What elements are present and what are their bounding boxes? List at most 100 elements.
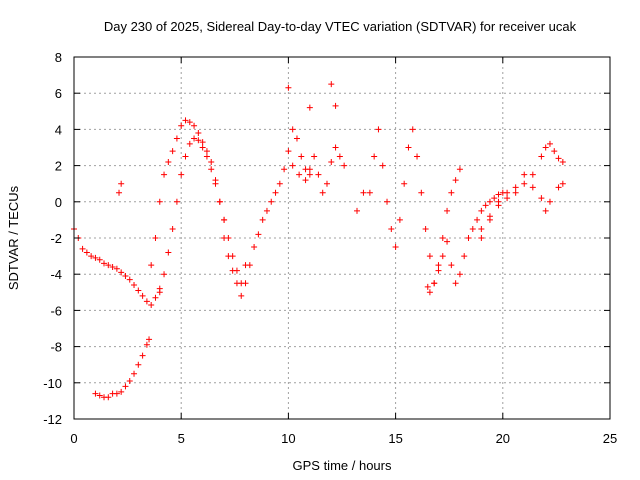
data-point bbox=[208, 158, 215, 165]
data-point bbox=[529, 184, 536, 191]
data-point bbox=[546, 198, 553, 205]
data-point bbox=[401, 180, 408, 187]
data-point bbox=[452, 280, 459, 287]
data-point bbox=[332, 144, 339, 151]
data-point bbox=[169, 148, 176, 155]
data-point bbox=[139, 292, 146, 299]
data-point bbox=[113, 390, 120, 397]
y-tick-label: -6 bbox=[50, 303, 62, 318]
data-point bbox=[255, 231, 262, 238]
data-point bbox=[388, 225, 395, 232]
data-point bbox=[328, 81, 335, 88]
data-point bbox=[251, 244, 258, 251]
data-point bbox=[203, 148, 210, 155]
data-point bbox=[332, 102, 339, 109]
series-track-early-descent bbox=[71, 225, 163, 308]
series-track-low-arc bbox=[92, 336, 153, 401]
series-track-evening-lower bbox=[478, 171, 566, 241]
chart-title: Day 230 of 2025, Sidereal Day-to-day VTE… bbox=[104, 19, 577, 34]
data-point bbox=[268, 198, 275, 205]
data-point bbox=[156, 198, 163, 205]
data-point bbox=[238, 292, 245, 299]
data-point bbox=[559, 158, 566, 165]
data-point bbox=[233, 280, 240, 287]
data-point bbox=[559, 180, 566, 187]
data-point bbox=[306, 171, 313, 178]
data-point bbox=[122, 383, 129, 390]
data-point bbox=[474, 216, 481, 223]
data-point bbox=[126, 377, 133, 384]
data-point bbox=[461, 253, 468, 260]
data-point bbox=[302, 177, 309, 184]
data-point bbox=[336, 153, 343, 160]
data-point bbox=[263, 207, 270, 214]
data-point bbox=[444, 238, 451, 245]
data-point bbox=[439, 235, 446, 241]
data-point bbox=[354, 207, 361, 214]
data-point bbox=[79, 245, 86, 252]
x-axis-label: GPS time / hours bbox=[293, 458, 392, 473]
series-track-noon-cluster bbox=[289, 144, 348, 196]
data-point bbox=[113, 265, 120, 272]
data-point bbox=[426, 289, 433, 296]
data-point bbox=[379, 162, 386, 169]
data-point bbox=[126, 276, 133, 283]
y-tick-label: 4 bbox=[55, 122, 62, 137]
data-point bbox=[538, 195, 545, 202]
data-point bbox=[105, 262, 112, 269]
data-point bbox=[165, 249, 172, 256]
series-track-midday bbox=[221, 126, 313, 299]
series-isolated-points bbox=[116, 81, 431, 290]
y-tick-label: -12 bbox=[43, 412, 62, 427]
data-point bbox=[88, 253, 95, 260]
data-point bbox=[96, 256, 103, 263]
data-point bbox=[182, 117, 189, 124]
data-point bbox=[542, 144, 549, 151]
data-points bbox=[71, 81, 566, 401]
y-tick-label: 6 bbox=[55, 86, 62, 101]
x-tick-label: 15 bbox=[388, 431, 402, 446]
data-point bbox=[161, 171, 168, 178]
data-point bbox=[83, 249, 90, 256]
data-point bbox=[448, 262, 455, 269]
data-point bbox=[285, 84, 292, 91]
data-point bbox=[203, 153, 210, 160]
data-point bbox=[366, 189, 373, 196]
data-point bbox=[293, 135, 300, 142]
data-point bbox=[495, 202, 502, 209]
data-point bbox=[281, 166, 288, 173]
data-point bbox=[173, 135, 180, 142]
data-point bbox=[296, 171, 303, 178]
data-point bbox=[169, 225, 176, 232]
data-point bbox=[199, 144, 206, 151]
data-point bbox=[306, 104, 313, 111]
data-point bbox=[435, 267, 442, 274]
y-tick-label: -2 bbox=[50, 231, 62, 246]
data-point bbox=[555, 155, 562, 162]
y-tick-label: -8 bbox=[50, 340, 62, 355]
data-point bbox=[161, 271, 168, 278]
data-point bbox=[276, 180, 283, 187]
data-point bbox=[116, 189, 123, 196]
data-point bbox=[139, 352, 146, 359]
data-point bbox=[191, 122, 198, 129]
data-point bbox=[482, 202, 489, 209]
data-point bbox=[143, 298, 150, 305]
data-point bbox=[435, 262, 442, 269]
data-point bbox=[285, 148, 292, 155]
data-point bbox=[422, 225, 429, 232]
data-point bbox=[546, 140, 553, 147]
data-point bbox=[96, 392, 103, 399]
y-tick-label: 8 bbox=[55, 50, 62, 65]
data-point bbox=[315, 171, 322, 178]
data-point bbox=[409, 126, 416, 133]
data-point bbox=[118, 180, 125, 187]
y-axis-label: SDTVAR / TECUs bbox=[6, 185, 21, 290]
data-point bbox=[199, 139, 206, 146]
data-point bbox=[448, 189, 455, 196]
data-point bbox=[504, 195, 511, 202]
data-point bbox=[229, 267, 236, 274]
data-point bbox=[444, 207, 451, 214]
x-tick-label: 5 bbox=[178, 431, 185, 446]
data-point bbox=[195, 137, 202, 144]
